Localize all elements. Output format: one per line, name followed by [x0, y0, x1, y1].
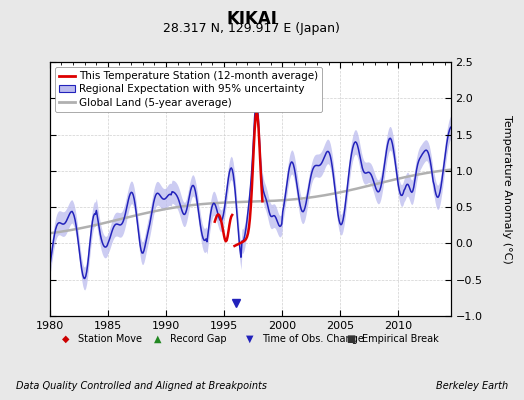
- Text: ■: ■: [346, 334, 356, 344]
- Text: Record Gap: Record Gap: [170, 334, 227, 344]
- Text: Time of Obs. Change: Time of Obs. Change: [262, 334, 364, 344]
- Text: ▲: ▲: [154, 334, 161, 344]
- Text: ▼: ▼: [246, 334, 254, 344]
- Text: Data Quality Controlled and Aligned at Breakpoints: Data Quality Controlled and Aligned at B…: [16, 381, 267, 391]
- Text: ◆: ◆: [62, 334, 69, 344]
- Text: Station Move: Station Move: [78, 334, 142, 344]
- Text: KIKAI: KIKAI: [226, 10, 277, 28]
- Text: Berkeley Earth: Berkeley Earth: [436, 381, 508, 391]
- Text: 28.317 N, 129.917 E (Japan): 28.317 N, 129.917 E (Japan): [163, 22, 340, 35]
- Text: Empirical Break: Empirical Break: [363, 334, 439, 344]
- Y-axis label: Temperature Anomaly (°C): Temperature Anomaly (°C): [502, 115, 512, 263]
- Legend: This Temperature Station (12-month average), Regional Expectation with 95% uncer: This Temperature Station (12-month avera…: [55, 67, 322, 112]
